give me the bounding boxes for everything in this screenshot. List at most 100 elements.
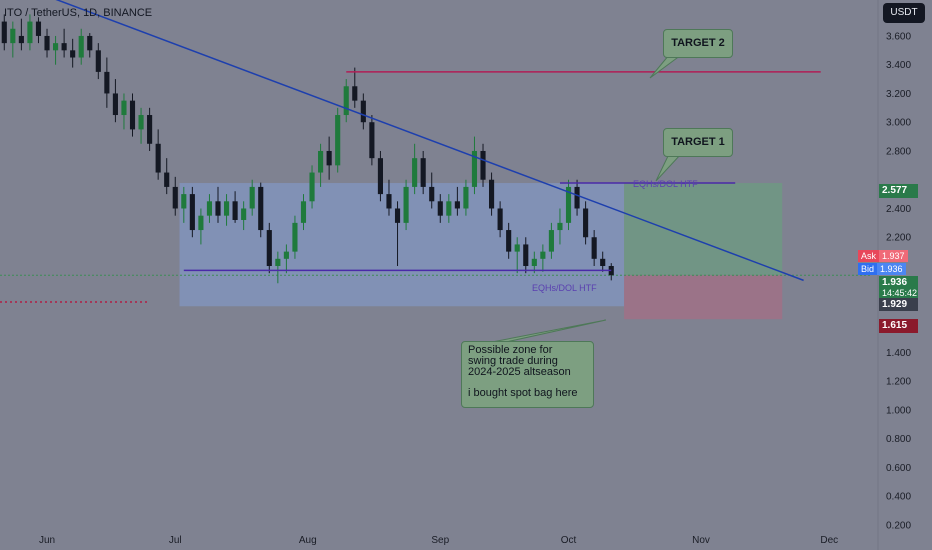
candle [377,150,383,202]
candle-body [300,201,307,223]
candle [44,28,50,58]
candle-body [138,115,144,130]
candle-body [454,201,460,209]
candle-body [129,100,136,130]
candle-body [591,237,597,259]
candle-body [1,21,7,44]
candle [164,158,170,195]
candle-body [360,100,366,123]
candle-body [565,186,572,223]
candle-body [583,208,589,238]
candle [147,107,153,151]
candle [600,251,606,272]
candle-body [27,21,33,44]
candle-body [78,35,84,58]
candle-body [121,100,127,116]
candle-body [232,201,238,220]
candle [27,14,33,51]
candle [446,194,452,223]
candle-body [514,244,520,252]
candle [232,191,238,223]
candle-body [10,28,16,44]
candle [574,179,580,216]
candle-body [489,179,495,209]
candle [198,208,204,245]
price-level-1929: 1.929 [879,298,918,311]
candle [241,201,247,231]
candle [95,43,101,80]
ask-value: 1.937 [879,250,908,262]
ask-label: Ask [858,250,880,262]
candle-body [147,115,153,144]
candle [283,244,289,274]
ask-badge: Ask 1.937 [858,250,908,262]
candle [506,222,512,259]
candle [343,79,349,123]
candle-body [258,186,264,231]
candle [540,244,546,272]
y-tick-label: 0.800 [886,434,911,445]
candle-body [223,201,230,216]
candle-body [155,143,161,173]
candle [172,176,178,216]
candle-body [420,158,426,187]
candle [557,208,563,245]
bar-countdown: 14:45:42 [882,288,918,298]
zone-note-line: swing trade during [468,355,558,367]
stop-zone-box [624,275,783,320]
swing-zone-note[interactable]: Possible zone for swing trade during 202… [461,341,594,408]
candle-body [164,172,170,187]
candle-body [44,35,50,51]
y-tick-label: 0.400 [886,492,911,503]
y-tick-label: 0.600 [886,463,911,474]
target-2-note[interactable]: TARGET 2 [663,29,733,58]
x-tick-label: Sep [431,535,449,546]
y-tick-label: 3.200 [886,89,911,100]
candle [403,179,409,231]
candle [206,194,213,223]
candle [10,21,16,58]
candle-body [523,244,529,266]
candle [78,28,84,65]
price-level-2577: 2.577 [879,184,918,198]
descending-trendline-line [55,0,804,282]
candle [249,179,255,216]
candle [360,93,366,130]
candle-body [87,35,93,51]
candle-body [266,230,272,266]
y-tick-label: 1.200 [886,377,911,388]
candle-body [95,50,101,72]
currency-button[interactable]: USDT [883,3,925,23]
candle-body [189,194,195,231]
target-zone-box [624,183,783,276]
candle-body [181,194,187,209]
y-tick-label: 1.000 [886,405,911,416]
y-tick-label: 2.800 [886,146,911,157]
candle [121,93,127,130]
y-tick-label: 1.400 [886,348,911,359]
candle [394,201,401,266]
candle [497,201,503,238]
candle-body [18,35,24,44]
candle-body [471,150,478,187]
x-tick-label: Aug [299,535,317,546]
candle [369,115,375,166]
candle [129,93,136,137]
candle-body [531,258,537,266]
candle [565,179,572,231]
last-price: 1.936 [882,277,908,288]
symbol-title: ITO / TetherUS, 1D, BINANCE [4,7,153,19]
candle-body [394,208,401,223]
target-1-note[interactable]: TARGET 1 [663,128,733,157]
last-price-box: 1.936 14:45:42 [879,276,918,300]
y-tick-label: 2.400 [886,204,911,215]
candle-body [70,50,76,58]
candle [155,129,161,180]
candle [1,14,7,51]
zone-note-line: i bought spot bag here [468,387,578,399]
bid-label: Bid [858,263,878,275]
candle-body [548,230,554,252]
zone-note-line: Possible zone for [468,344,553,356]
candle-body [292,222,298,252]
